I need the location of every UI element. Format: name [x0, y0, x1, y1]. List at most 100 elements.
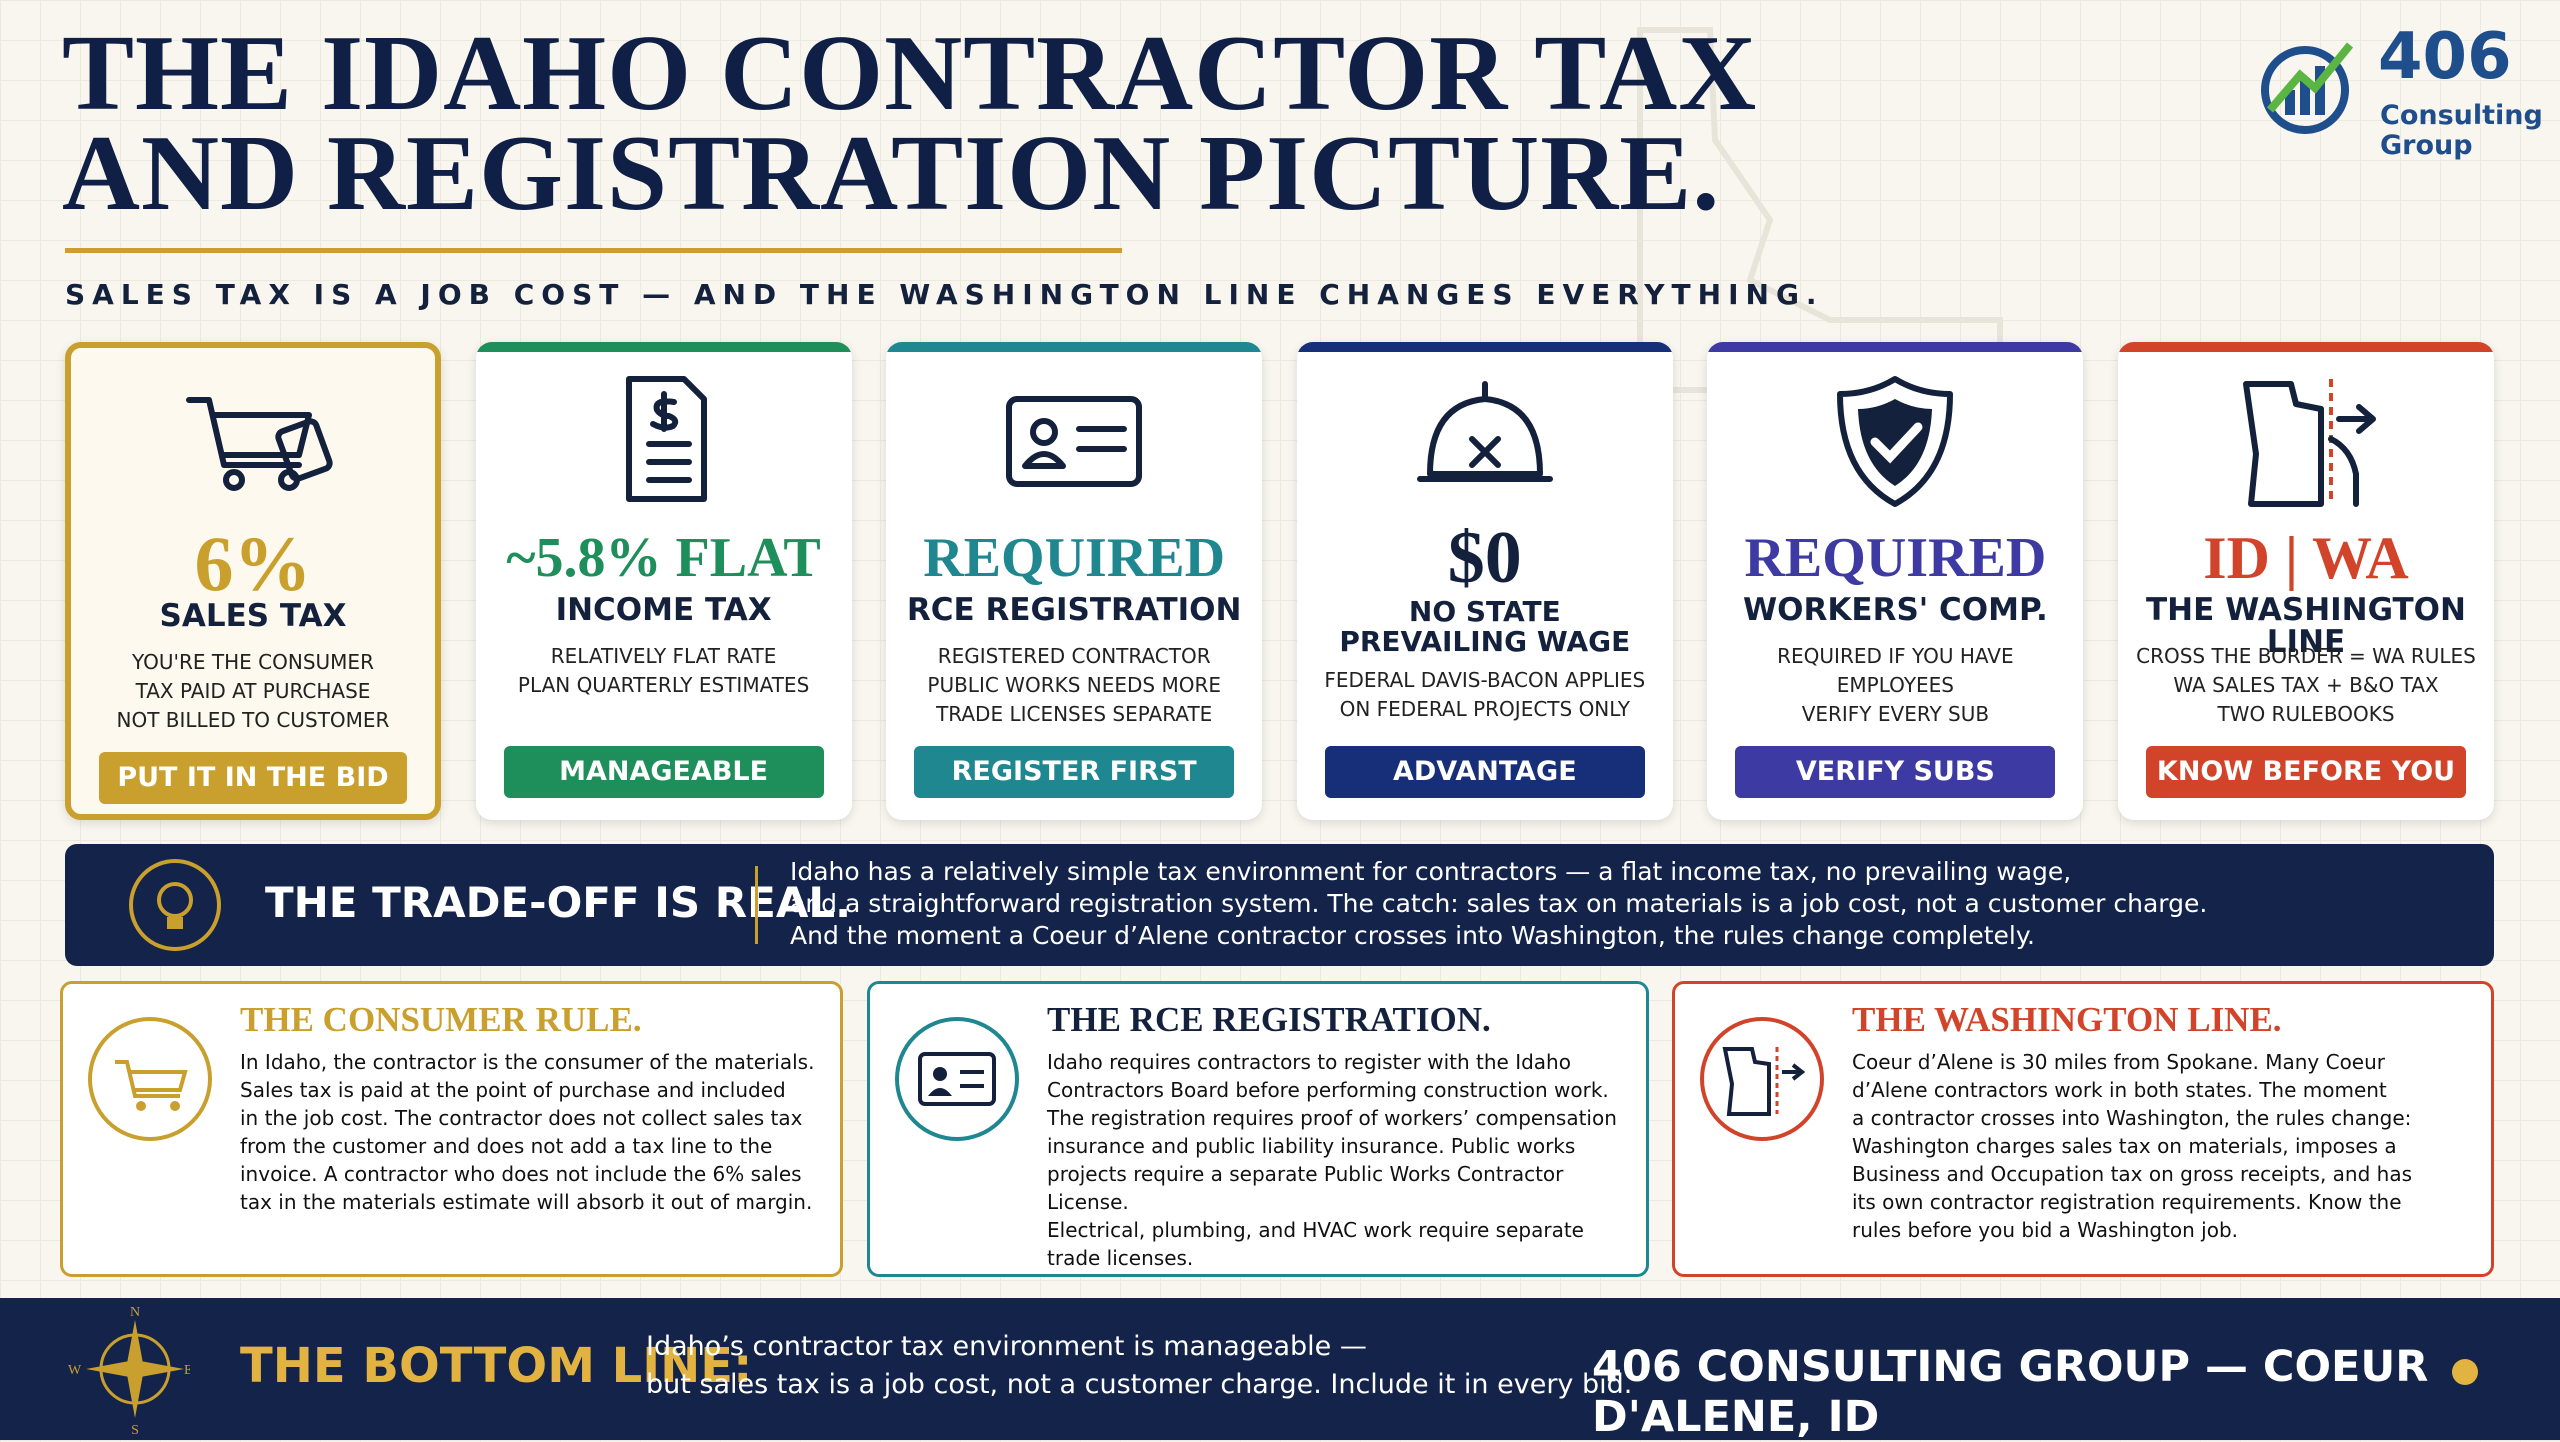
card: ID | WA THE WASHINGTON LINE CROSS THE BORD… [2118, 342, 2494, 820]
text-line: NOT BILLED TO CUSTOMER [116, 708, 390, 732]
text-line: Business and Occupation tax on gross rec… [1852, 1162, 2412, 1186]
text-line: Contractors Board before performing cons… [1047, 1078, 1609, 1102]
text-line: and a straightforward registration syste… [790, 889, 2208, 918]
logo-text: Consulting [2380, 100, 2543, 131]
icon [186, 397, 333, 491]
text-line: PLAN QUARTERLY ESTIMATES [517, 673, 810, 697]
icon-part [1416, 381, 1553, 482]
card: REQUIRED RCE REGISTRATION REGISTERED CONTR… [886, 342, 1263, 820]
card-label: NO STATE PREVAILING WAGE [1339, 595, 1631, 658]
footer-signature: 406 CONSULTING GROUP — COEUR D'ALENE, ID [1592, 1342, 2429, 1442]
panel: THE WASHINGTON LINE. Coeur d’Alene is 30 … [1672, 981, 2494, 1277]
card-icon [589, 364, 739, 514]
text-line: tax in the materials estimate will absor… [240, 1190, 813, 1214]
text-line: but sales tax is a job cost, not a custo… [646, 1369, 1633, 1400]
icon-part [2328, 436, 2359, 507]
footer: N E S W THE BOTTOM LINE: Idaho’s contrac… [0, 1298, 2560, 1442]
text-line: insurance and public liability insurance… [1047, 1134, 1576, 1158]
panel-icon [85, 1014, 215, 1144]
text-line: TAX PAID AT PURCHASE [135, 679, 371, 703]
card-badge: PUT IT IN THE BID [99, 752, 407, 804]
text-line: REGISTERED CONTRACTOR [937, 644, 1211, 668]
card-value: $0 [1447, 517, 1522, 599]
icon-part [170, 1101, 180, 1111]
bulb-base [167, 917, 183, 929]
icon-part [1006, 396, 1143, 487]
card-label: RCE REGISTRATION [906, 592, 1242, 628]
card-badge: MANAGEABLE [503, 746, 824, 798]
panel-title: THE CONSUMER RULE. [240, 1000, 642, 1039]
icon [1837, 376, 1954, 507]
icon-part [136, 1101, 146, 1111]
footer-heading: THE BOTTOM LINE: [240, 1338, 753, 1394]
card-accent-bar [886, 342, 1263, 352]
logo-icon [2261, 42, 2354, 134]
card: 6% SALES TAX YOU'RE THE CONSUMER TAX PAID A… [65, 342, 441, 820]
logo-ring [2261, 46, 2349, 134]
icon-part [1700, 1017, 1824, 1141]
banner-text: Idaho has a relatively simple tax enviro… [790, 856, 2207, 952]
card-badge: VERIFY SUBS [1735, 746, 2056, 798]
card-lines: REGISTERED CONTRACTOR PUBLIC WORKS NEEDS … [894, 642, 1254, 729]
compass-letter: N [130, 1305, 140, 1320]
icon-part [2336, 404, 2376, 434]
icon-part [223, 469, 245, 491]
logo-bar [2300, 78, 2310, 115]
panel-text: In Idaho, the contractor is the consumer… [240, 1048, 814, 1216]
icon-part [1030, 418, 1059, 446]
card-lines: REQUIRED IF YOU HAVE EMPLOYEES VERIFY EVE… [1715, 642, 2075, 729]
icon-part [115, 1060, 188, 1098]
text-line: The registration requires proof of worke… [1047, 1106, 1617, 1130]
text-line: WA SALES TAX + B&O TAX [2173, 673, 2439, 697]
text-line: in the job cost. The contractor does not… [240, 1106, 803, 1130]
icon-part [1858, 399, 1933, 486]
text-line: Electrical, plumbing, and HVAC work requ… [1047, 1218, 1584, 1242]
text-line: Coeur d’Alene is 30 miles from Spokane. … [1852, 1050, 2386, 1074]
text-line: Idaho requires contractors to register w… [1047, 1050, 1571, 1074]
text-line: its own contractor registration requirem… [1852, 1190, 2402, 1214]
text-line: PUBLIC WORKS NEEDS MORE [927, 673, 1221, 697]
text-line: REQUIRED IF YOU HAVE EMPLOYEES [1777, 644, 2014, 697]
card: ~5.8% FLAT INCOME TAX RELATIVELY FLAT RATE… [475, 342, 852, 820]
text-line: Idaho has a relatively simple tax enviro… [790, 857, 2072, 886]
panel: THE RCE REGISTRATION. Idaho requires cont… [867, 981, 1649, 1277]
icon [1700, 1017, 1824, 1141]
text-line: RELATIVELY FLAT RATE [550, 644, 777, 668]
icon-part [895, 1017, 1019, 1141]
icon-part [918, 1052, 996, 1106]
card-value: REQUIRED [923, 527, 1226, 589]
card-icon [2231, 364, 2381, 514]
text-line: trade licenses. [1047, 1246, 1194, 1270]
title: THE IDAHO CONTRACTOR TAX AND REGISTRATION… [62, 14, 1758, 233]
text-line: YOU'RE THE CONSUMER [132, 650, 374, 674]
logo-number: 406 [2378, 20, 2512, 94]
text-line: Sales tax is paid at the point of purcha… [240, 1078, 786, 1102]
text-line: FEDERAL DAVIS-BACON APPLIES [1324, 668, 1646, 692]
text-line: And the moment a Coeur d’Alene contracto… [790, 921, 2036, 950]
icon-part [186, 397, 312, 468]
text-line: VERIFY EVERY SUB [1801, 702, 1990, 726]
text-line: TRADE LICENSES SEPARATE [936, 702, 1213, 726]
card-value: 6% [194, 520, 312, 607]
compass-letter: E [184, 1363, 190, 1378]
icon-part [649, 391, 678, 432]
title-line: THE IDAHO CONTRACTOR TAX [62, 14, 1758, 133]
icon-part [1722, 1047, 1771, 1116]
icon [1006, 396, 1143, 487]
text-line: from the customer and does not add a tax… [240, 1134, 773, 1158]
icon-ring [129, 859, 221, 951]
card-accent-bar [1707, 342, 2084, 352]
compass-letter: S [131, 1423, 139, 1438]
icon-part [1870, 422, 1923, 464]
card-icon [1410, 364, 1560, 514]
bulb-icon [129, 859, 221, 951]
text-line: Washington charges sales tax on material… [1852, 1134, 2397, 1158]
compass: N E S W [68, 1305, 190, 1438]
text-line: TWO RULEBOOKS [2217, 702, 2395, 726]
title-line: AND REGISTRATION PICTURE. [62, 114, 1721, 233]
card-accent-bar [2118, 342, 2494, 352]
icon-part [928, 1088, 952, 1096]
card-icon [184, 370, 334, 520]
text-line: CROSS THE BORDER = WA RULES [2136, 644, 2476, 668]
